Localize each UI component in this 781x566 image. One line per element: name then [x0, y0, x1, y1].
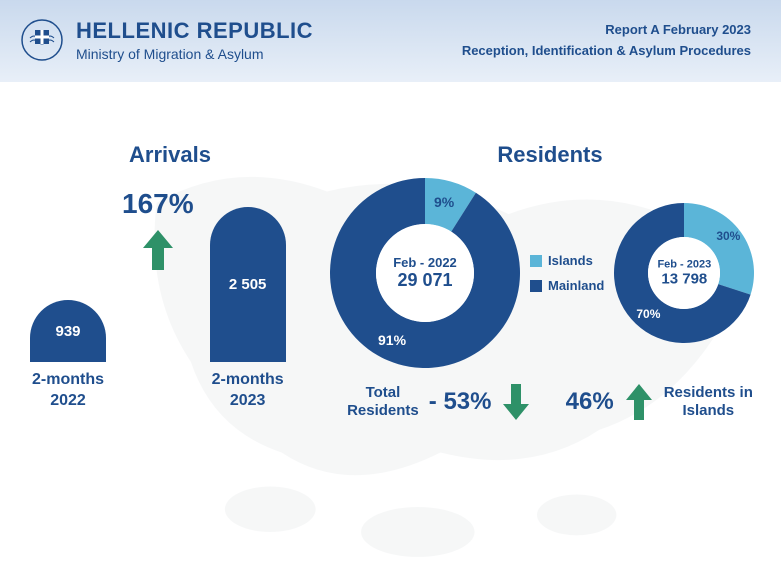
- residents-section: Residents Feb - 2022 29 071 9% 91% Islan…: [330, 142, 770, 422]
- arrow-up-icon: [141, 228, 175, 272]
- donut-2023: Feb - 2023 13 798 30% 70%: [614, 203, 754, 343]
- arrivals-change-pct: 167%: [122, 188, 194, 220]
- bar-col-2022: 939 2-months 2022: [30, 300, 106, 412]
- header-right: Report A February 2023 Reception, Identi…: [462, 22, 751, 58]
- donut-2023-islands-pct: 30%: [716, 229, 740, 243]
- bar-col-2023: 2 505 2-months 2023: [210, 207, 286, 412]
- title-main: HELLENIC REPUBLIC: [76, 18, 313, 44]
- bar-2023-value: 2 505: [229, 276, 267, 293]
- title-block: HELLENIC REPUBLIC Ministry of Migration …: [76, 18, 313, 62]
- legend-islands-label: Islands: [548, 253, 593, 268]
- donut-2022: Feb - 2022 29 071 9% 91%: [330, 178, 520, 368]
- donut-2022-islands-pct: 9%: [434, 194, 454, 210]
- donut-2022-mainland-pct: 91%: [378, 332, 406, 348]
- donut-2023-mainland-pct: 70%: [636, 307, 660, 321]
- stat-total-label: Total Residents: [347, 384, 419, 420]
- stat-islands-residents: 46% Residents in Islands: [566, 382, 753, 422]
- stats-row: Total Residents - 53% 46% Reside: [330, 382, 770, 422]
- arrivals-section: Arrivals 939 2-months 2022 167% 2 505: [30, 142, 310, 412]
- legend: Islands Mainland: [530, 253, 604, 293]
- residents-title: Residents: [330, 142, 770, 168]
- arrivals-row: 939 2-months 2022 167% 2 505 2-months: [30, 188, 310, 412]
- legend-mainland: Mainland: [530, 278, 604, 293]
- donut-2022-value: 29 071: [393, 270, 457, 291]
- bar-2022: 939: [30, 300, 106, 362]
- legend-islands-swatch: [530, 255, 542, 267]
- donut-2022-center: Feb - 2022 29 071: [393, 255, 457, 291]
- content: Arrivals 939 2-months 2022 167% 2 505: [0, 82, 781, 512]
- stat-total-pct: - 53%: [429, 388, 492, 416]
- stat-islands-pct: 46%: [566, 388, 614, 416]
- arrivals-change: 167%: [122, 188, 194, 272]
- header-left: HELLENIC REPUBLIC Ministry of Migration …: [20, 18, 313, 62]
- bar-2023: 2 505: [210, 207, 286, 362]
- bar-2022-value: 939: [55, 323, 80, 340]
- greece-emblem-icon: [20, 18, 64, 62]
- arrivals-title: Arrivals: [30, 142, 310, 168]
- donuts-row: Feb - 2022 29 071 9% 91% Islands Mainlan…: [330, 178, 770, 368]
- header: HELLENIC REPUBLIC Ministry of Migration …: [0, 0, 781, 82]
- stat-total-residents: Total Residents - 53%: [347, 382, 531, 422]
- title-sub: Ministry of Migration & Asylum: [76, 46, 313, 62]
- donut-2023-center: Feb - 2023 13 798: [657, 259, 711, 288]
- donut-2023-value: 13 798: [657, 271, 711, 288]
- report-sub: Reception, Identification & Asylum Proce…: [462, 43, 751, 58]
- arrow-up-icon: [624, 382, 654, 422]
- legend-islands: Islands: [530, 253, 604, 268]
- stat-islands-label: Residents in Islands: [664, 384, 753, 420]
- legend-mainland-swatch: [530, 280, 542, 292]
- report-title: Report A February 2023: [462, 22, 751, 37]
- bar-2022-label: 2-months 2022: [32, 370, 104, 412]
- legend-mainland-label: Mainland: [548, 278, 604, 293]
- donut-2022-period: Feb - 2022: [393, 255, 457, 270]
- donut-2023-period: Feb - 2023: [657, 259, 711, 271]
- arrow-down-icon: [501, 382, 531, 422]
- bar-2023-label: 2-months 2023: [212, 370, 284, 412]
